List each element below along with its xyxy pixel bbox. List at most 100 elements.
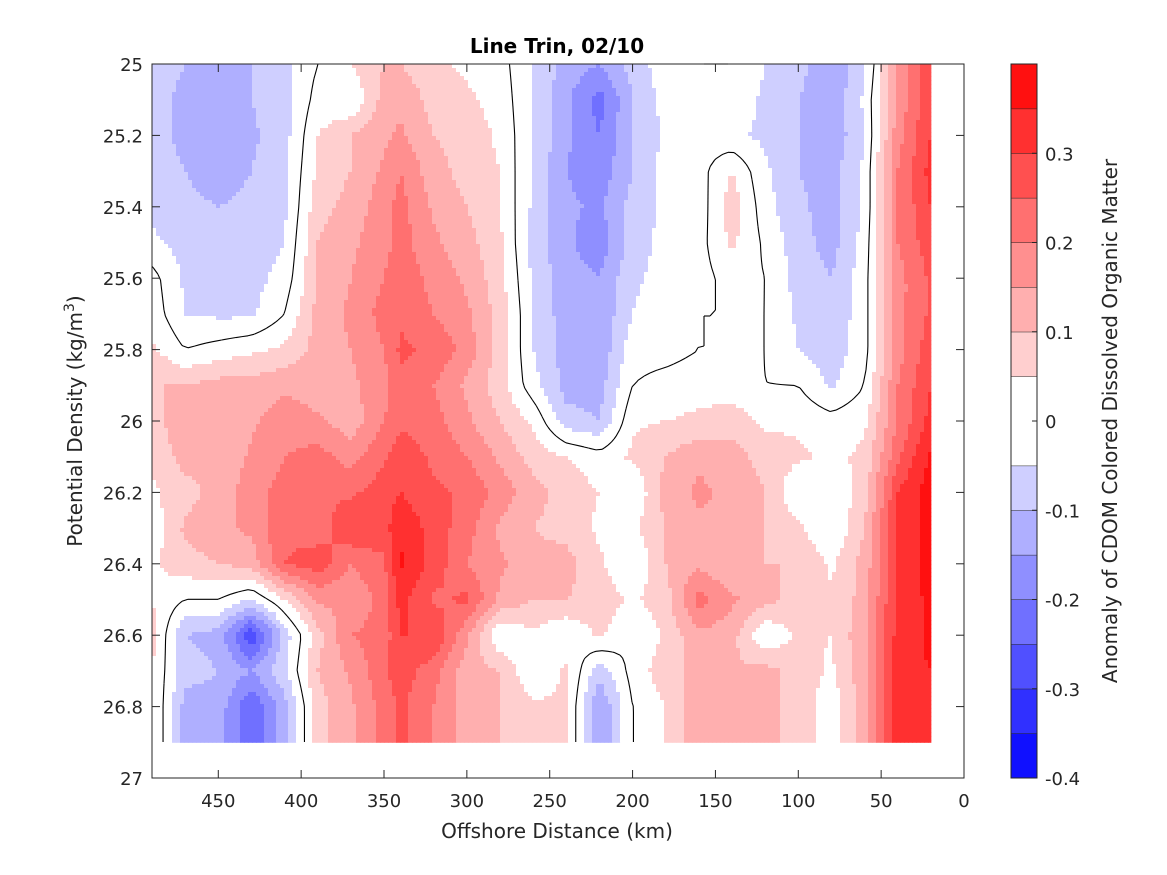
contour-cell — [416, 84, 421, 89]
contour-cell — [864, 64, 869, 69]
contour-cell — [568, 84, 573, 89]
contour-cell — [504, 84, 509, 89]
contour-cell — [268, 80, 273, 85]
contour-cell — [388, 88, 393, 93]
contour-cell — [548, 84, 553, 89]
contour-cell — [616, 88, 621, 93]
contour-cell — [592, 72, 597, 77]
contour-cell — [388, 72, 393, 77]
contour-cell — [644, 92, 649, 97]
contour-cell — [748, 88, 753, 93]
contour-cell — [344, 92, 349, 97]
contour-cell — [432, 72, 437, 77]
contour-cell — [604, 68, 609, 73]
contour-cell — [884, 80, 889, 85]
contour-cell — [188, 80, 193, 85]
contour-cell — [616, 80, 621, 85]
contour-cell — [284, 76, 289, 81]
contour-cell — [560, 72, 565, 77]
contour-cell — [168, 76, 173, 81]
contour-cell — [776, 64, 781, 69]
contour-cell — [344, 88, 349, 93]
contour-cell — [524, 72, 529, 77]
contour-cell — [216, 80, 221, 85]
contour-cell — [628, 92, 633, 97]
contour-cell — [452, 68, 457, 73]
contour-cell — [488, 64, 493, 69]
contour-cell — [452, 72, 457, 77]
contour-cell — [224, 72, 229, 77]
contour-cell — [640, 76, 645, 81]
contour-cell — [480, 88, 485, 93]
contour-cell — [644, 88, 649, 93]
contour-cell — [540, 84, 545, 89]
contour-cell — [340, 80, 345, 85]
contour-cell — [396, 72, 401, 77]
contour-cell — [376, 84, 381, 89]
contour-cell — [576, 84, 581, 89]
contour-cell — [540, 80, 545, 85]
contour-cell — [276, 88, 281, 93]
contour-cell — [584, 80, 589, 85]
contour-cell — [188, 68, 193, 73]
contour-cell — [292, 88, 297, 93]
contour-cell — [776, 72, 781, 77]
contour-cell — [452, 84, 457, 89]
contour-cell — [540, 76, 545, 81]
cdom-anomaly-contour-chart: Line Trin, 02/10 450 400 350 300 250 200 150 10… — [0, 0, 1167, 875]
contour-cell — [424, 84, 429, 89]
contour-cell — [296, 76, 301, 81]
contour-cell — [920, 80, 925, 85]
contour-cell — [368, 68, 373, 73]
contour-cell — [272, 68, 277, 73]
contour-cell — [224, 92, 229, 97]
contour-cell — [396, 68, 401, 73]
contour-cell — [716, 72, 721, 77]
contour-cell — [864, 88, 869, 93]
contour-cell — [576, 88, 581, 93]
contour-cell — [716, 76, 721, 81]
contour-cell — [536, 84, 541, 89]
contour-cell — [664, 84, 669, 89]
contour-cell — [808, 84, 813, 89]
contour-cell — [688, 76, 693, 81]
contour-cell — [152, 76, 157, 81]
contour-cell — [520, 76, 525, 81]
contour-cell — [552, 76, 557, 81]
contour-cell — [904, 80, 909, 85]
contour-cell — [192, 92, 197, 97]
contour-cell — [848, 68, 853, 73]
contour-cell — [628, 64, 633, 69]
contour-cell — [268, 84, 273, 89]
contour-cell — [700, 76, 705, 81]
contour-cell — [228, 68, 233, 73]
contour-cell — [240, 80, 245, 85]
contour-cell — [620, 88, 625, 93]
contour-cell — [436, 92, 441, 97]
contour-cell — [848, 84, 853, 89]
contour-cell — [560, 76, 565, 81]
contour-cell — [888, 72, 893, 77]
contour-cell — [220, 72, 225, 77]
contour-cell — [300, 76, 305, 81]
contour-cell — [212, 72, 217, 77]
contour-cell — [688, 68, 693, 73]
contour-cell — [888, 68, 893, 73]
contour-cell — [408, 72, 413, 77]
contour-cell — [524, 88, 529, 93]
contour-cell — [748, 84, 753, 89]
contour-cell — [556, 92, 561, 97]
contour-cell — [276, 76, 281, 81]
contour-cell — [368, 88, 373, 93]
contour-cell — [716, 80, 721, 85]
contour-cell — [208, 88, 213, 93]
contour-cell — [560, 64, 565, 69]
contour-cell — [444, 88, 449, 93]
contour-cell — [812, 72, 817, 77]
contour-cell — [524, 92, 529, 97]
contour-cell — [668, 64, 673, 69]
contour-cell — [320, 64, 325, 69]
contour-cell — [552, 80, 557, 85]
contour-cell — [156, 92, 161, 97]
contour-cell — [412, 92, 417, 97]
